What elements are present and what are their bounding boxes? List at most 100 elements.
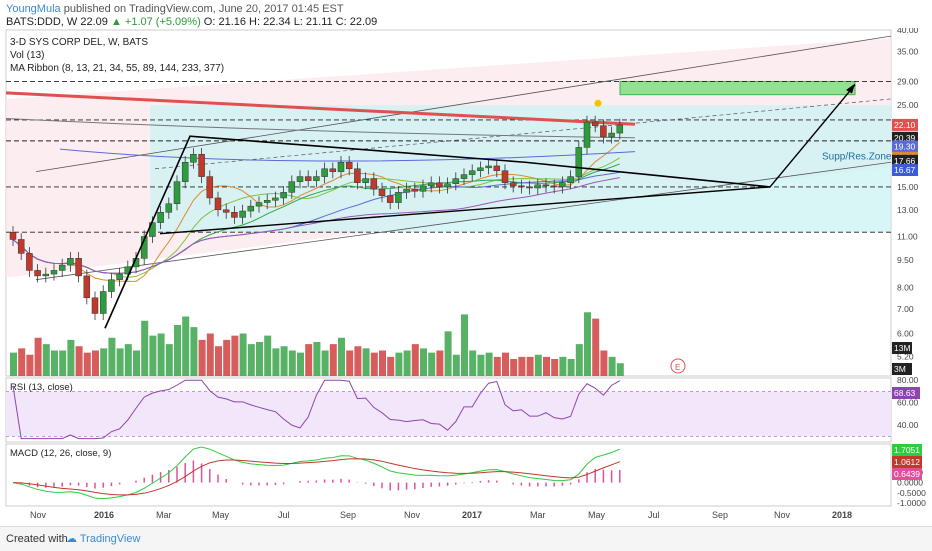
channel-upper [35, 35, 892, 173]
candle [534, 184, 542, 189]
candle [321, 168, 328, 177]
candle [58, 264, 66, 271]
candle [280, 192, 287, 199]
volume-bar [411, 344, 419, 376]
volume-bar [346, 350, 354, 376]
candle [468, 170, 476, 175]
candle [206, 176, 214, 199]
price-change: ▲ +1.07 (+5.09%) [110, 16, 201, 28]
ohlc-values: O: 21.16 H: 22.34 L: 21.11 C: 22.09 [203, 16, 378, 28]
main-panel: 40.00 35.00 29.00 25.00 15.00 13.00 11.00 9.50 8… [5, 28, 926, 520]
x-tick-3: May [212, 510, 230, 520]
volume-bar [42, 344, 50, 376]
candle [108, 279, 115, 292]
candle [362, 178, 369, 183]
candle [378, 188, 386, 196]
footer-bar: Created with ☁ TradingView [0, 526, 932, 551]
price-tick-8: 15.00 [897, 182, 919, 192]
x-tick-13: 2018 [832, 510, 852, 520]
macd-signal-line [12, 458, 620, 496]
rsi-line [12, 379, 621, 440]
volume-bar [157, 333, 165, 376]
rsi-tick-2: 40.00 [897, 420, 919, 430]
candle [526, 186, 533, 189]
price-tick-14: 6.00 [897, 328, 914, 338]
candle [26, 253, 33, 271]
price-tag-1: 20.39 [894, 133, 916, 143]
volume-bar [280, 346, 288, 376]
volume-bar [338, 337, 345, 376]
price-tag-5: 16.67 [894, 165, 916, 175]
candle [157, 212, 164, 223]
ma-233-line [5, 118, 636, 139]
candle [452, 178, 460, 184]
macd-title: MACD (12, 26, close, 9) [10, 448, 111, 459]
volume-bar [321, 350, 329, 376]
price-tick-3: 25.00 [897, 100, 919, 110]
candle [288, 181, 296, 193]
volume-bar [616, 363, 624, 376]
volume-bar [543, 356, 550, 376]
x-tick-2: Mar [156, 510, 172, 520]
candle [386, 195, 394, 203]
candle [354, 168, 361, 183]
volume-bar [444, 331, 452, 376]
author-name[interactable]: YoungMula [6, 3, 61, 15]
candle [575, 147, 583, 177]
macd-tag-bg-1 [892, 456, 922, 468]
candle [460, 174, 468, 179]
macd-tag-bg-2 [892, 468, 922, 480]
x-tick-0: Nov [30, 510, 47, 520]
publish-line: YoungMula published on TradingView.com, … [6, 3, 344, 15]
candle [99, 291, 107, 314]
candle [395, 192, 402, 203]
volume-bar [608, 356, 616, 376]
volume-bar [206, 333, 214, 376]
volume-bar [436, 350, 444, 376]
volume-bar [83, 352, 91, 376]
rsi-last-label: 68.63 [894, 388, 916, 398]
price-tick-10: 11.00 [897, 232, 918, 242]
x-tick-12: Nov [774, 510, 791, 520]
price-tag-bg-4 [892, 154, 918, 167]
candle [419, 185, 427, 192]
price-chart[interactable]: 40.00 35.00 29.00 25.00 15.00 13.00 11.00 9.50 8… [0, 28, 932, 528]
volume-bar [387, 356, 395, 376]
publish-info: published on TradingView.com, June 20, 2… [63, 3, 344, 15]
candle [304, 176, 312, 181]
price-tag-0: 22.10 [894, 120, 916, 130]
volume-bar [592, 318, 600, 376]
volume-bar [51, 350, 58, 376]
candle [181, 161, 189, 182]
rsi-tick-1: 60.00 [897, 398, 919, 408]
volume-bar [272, 348, 280, 376]
volume-bar [403, 350, 411, 376]
price-tick-15: 5.20 [897, 351, 914, 361]
price-tick-0: 40.00 [897, 28, 919, 35]
price-tick-1: 35.00 [897, 46, 919, 56]
price-tick-13: 7.00 [897, 304, 914, 314]
volume-bar [559, 356, 567, 376]
volume-bar [518, 356, 526, 376]
macd-label-2: 0.6439 [894, 469, 920, 479]
candle [411, 188, 419, 192]
tradingview-logo[interactable]: ☁ TradingView [66, 532, 140, 545]
volume-bar [59, 350, 67, 376]
volume-bar [526, 356, 534, 376]
legend-ma-ribbon: MA Ribbon (8, 13, 21, 34, 55, 89, 144, 2… [10, 63, 224, 74]
x-tick-7: 2017 [462, 510, 482, 520]
candle [263, 199, 271, 203]
volume-bar [477, 354, 485, 376]
volume-bar [149, 335, 157, 376]
volume-bar [297, 352, 304, 376]
x-tick-5: Sep [340, 510, 356, 520]
macd-label-1: 1.0612 [894, 457, 920, 467]
volume-bar [379, 350, 386, 376]
candle [444, 183, 451, 188]
candle [75, 258, 82, 277]
volume-bar [428, 352, 436, 376]
candle [34, 270, 41, 277]
cloud-icon: ☁ [66, 533, 77, 545]
volume-bar [502, 352, 509, 376]
volume-bar [231, 335, 239, 376]
